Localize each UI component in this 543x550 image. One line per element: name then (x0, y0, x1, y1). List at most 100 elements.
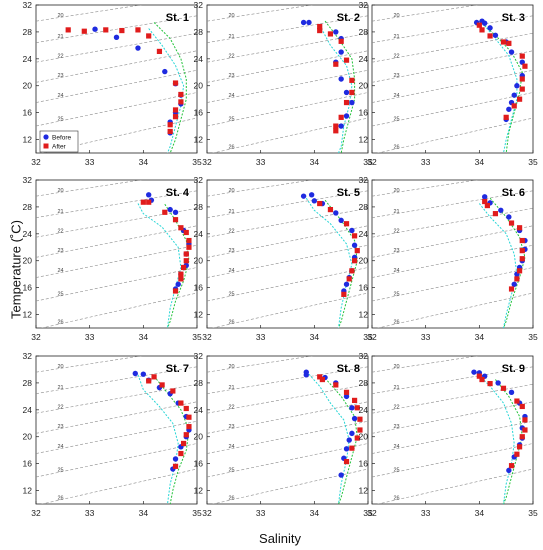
isopycnal-label: 24 (228, 268, 234, 274)
before-point (492, 32, 499, 38)
after-point (514, 451, 520, 457)
isopycnal-line (36, 92, 197, 127)
plot-frame (371, 179, 534, 329)
after-point (178, 225, 184, 231)
before-point (482, 20, 488, 26)
plot-area: 20 21 22 23 24 25 26 (207, 356, 368, 504)
x-tick-label: 33 (85, 157, 95, 167)
after-point (317, 374, 323, 380)
after-point (354, 405, 360, 411)
before-point (349, 405, 355, 411)
after-point (119, 27, 125, 34)
isopycnal-line (372, 50, 533, 83)
isopycnal-line (207, 401, 368, 434)
y-tick-label: 20 (194, 432, 204, 442)
x-tick-label: 35 (192, 332, 202, 342)
profile-line-cyan (137, 374, 179, 504)
isopycnal-line (207, 180, 314, 197)
isopycnal-line (372, 92, 533, 127)
y-tick-label: 24 (194, 54, 204, 64)
isopycnal-label: 24 (57, 444, 63, 450)
after-point (178, 271, 184, 277)
before-point (306, 19, 312, 26)
isopycnal-line (40, 468, 197, 504)
after-point (516, 444, 523, 450)
isopycnal-line (372, 207, 533, 238)
after-point (503, 114, 509, 120)
isopycnal-line (36, 244, 197, 278)
isopycnal-label: 20 (393, 364, 399, 370)
isopycnal-label: 20 (57, 364, 63, 370)
y-tick-label: 20 (359, 81, 369, 91)
profile-line-cyan (319, 24, 353, 153)
profile-line-green (324, 199, 358, 328)
isopycnal-line (207, 244, 368, 278)
y-tick-label: 12 (194, 486, 204, 496)
isopycnal-line (372, 15, 533, 43)
before-point (343, 393, 350, 400)
after-point (146, 378, 152, 384)
isopycnal-line (372, 180, 479, 197)
profile-line-cyan (305, 197, 353, 328)
panel-title: St. 4 (166, 187, 190, 199)
plot-area: 20 21 22 23 24 25 26 (36, 180, 197, 328)
isopycnal-label: 24 (228, 93, 234, 99)
after-point (514, 398, 520, 404)
after-point (343, 99, 350, 106)
y-tick-label: 20 (23, 432, 33, 442)
before-point (487, 25, 493, 31)
after-point (484, 202, 490, 209)
y-tick-label: 28 (359, 378, 369, 388)
isopycnal-line (207, 15, 368, 43)
before-point (172, 456, 179, 462)
before-point (333, 29, 339, 35)
x-tick-label: 32 (31, 157, 41, 167)
y-tick-label: 28 (359, 27, 369, 37)
after-point (519, 53, 525, 59)
isopycnal-label: 24 (57, 93, 63, 99)
x-tick-label: 35 (192, 157, 202, 167)
after-point (522, 427, 528, 433)
after-point (178, 400, 184, 406)
isopycnal-label: 24 (228, 444, 234, 450)
isopycnal-label: 20 (57, 188, 63, 194)
isopycnal-label: 22 (228, 53, 234, 59)
x-tick-label: 32 (31, 508, 41, 518)
isopycnal-line (372, 225, 533, 258)
after-point (522, 63, 528, 69)
after-point (333, 61, 339, 67)
before-point (506, 214, 512, 220)
y-tick-label: 12 (359, 310, 369, 320)
isopycnal-line (40, 292, 197, 328)
isopycnal-line (36, 190, 197, 218)
before-point (308, 192, 315, 198)
isopycnal-label: 25 (393, 292, 399, 298)
before-point (146, 192, 152, 198)
isopycnal-label: 25 (393, 117, 399, 123)
legend-after-marker (43, 143, 49, 149)
after-point (516, 268, 523, 274)
after-point (354, 248, 360, 254)
isopycnal-line (211, 292, 368, 328)
y-tick-label: 32 (23, 175, 33, 185)
panel-4: 20 21 22 23 24 25 26 St. 4 12 16 20 24 28 32 32 33 34 35 (23, 175, 202, 342)
x-tick-label: 33 (421, 157, 431, 167)
after-point (183, 258, 189, 264)
after-point (519, 434, 525, 440)
before-point (482, 194, 488, 200)
y-tick-label: 28 (194, 378, 204, 388)
isopycnal-label: 21 (57, 385, 63, 391)
y-tick-label: 24 (359, 229, 369, 239)
before-point (343, 281, 350, 287)
isopycnal-label: 25 (57, 292, 63, 298)
after-point (172, 217, 179, 223)
after-point (317, 200, 323, 207)
x-tick-label: 35 (192, 508, 202, 518)
isopycnal-line (207, 356, 314, 373)
isopycnal-line (372, 5, 479, 22)
isopycnal-label: 21 (393, 34, 399, 40)
isopycnal-label: 23 (393, 248, 399, 254)
after-point (338, 114, 344, 120)
before-point (311, 198, 318, 204)
after-point (349, 445, 355, 451)
